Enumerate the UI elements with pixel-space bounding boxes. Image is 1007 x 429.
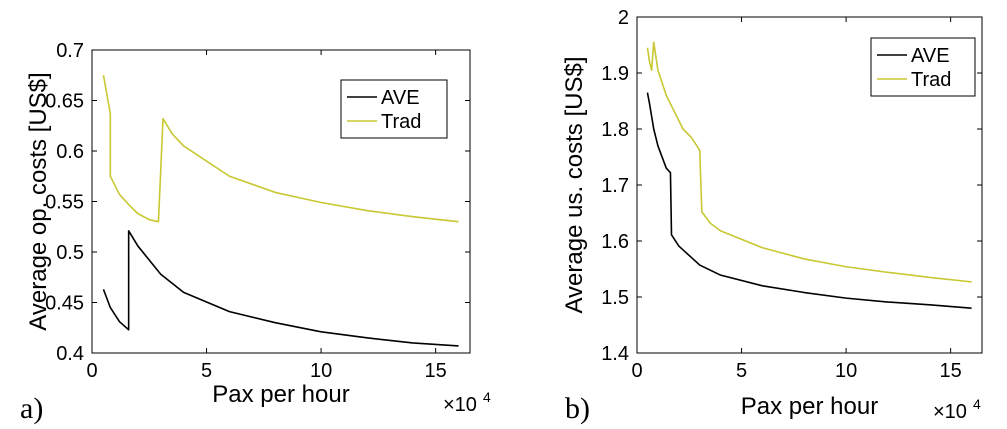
legend-box bbox=[870, 37, 976, 97]
y-tick-label: 1.5 bbox=[601, 287, 629, 309]
x-multiplier-exponent: 4 bbox=[973, 396, 981, 412]
panel-label: b) bbox=[565, 392, 590, 425]
panel-label: a) bbox=[20, 392, 43, 425]
x-tick-label: 15 bbox=[940, 360, 962, 382]
chart-panel-b: 1.4 1.5 1.6 1.7 1.8 1.9 2 0 5 10 15 Pax per hour Ave… bbox=[561, 7, 983, 425]
y-axis-label: Average us. costs [US$] bbox=[561, 56, 588, 313]
y-tick-label: 1.8 bbox=[601, 119, 629, 141]
x-tick-label: 15 bbox=[425, 360, 447, 382]
y-tick-label: 0.6 bbox=[56, 141, 84, 163]
y-axis-label: Average op. costs [US$] bbox=[25, 72, 52, 330]
x-axis-label: Pax per hour bbox=[741, 393, 878, 420]
x-multiplier-exponent: 4 bbox=[483, 389, 491, 405]
y-tick-label: 0.65 bbox=[45, 91, 84, 113]
x-multiplier: ×10 bbox=[443, 394, 477, 416]
x-tick-label: 0 bbox=[86, 360, 97, 382]
y-tick-label: 1.7 bbox=[601, 175, 629, 197]
series-line-trad bbox=[646, 41, 972, 283]
legend-box bbox=[340, 79, 448, 139]
x-axis-label: Pax per hour bbox=[212, 381, 349, 408]
x-tick-label: 5 bbox=[201, 360, 212, 382]
y-tick-label: 0.5 bbox=[56, 242, 84, 264]
y-tick-label: 1.6 bbox=[601, 231, 629, 253]
y-tick-label: 0.4 bbox=[56, 343, 84, 365]
legend-label-ave: AVE bbox=[911, 45, 950, 67]
chart-panel-a: 0.4 0.45 0.5 0.55 0.6 0.65 0.7 0 5 10 15 Pax per ho… bbox=[20, 40, 491, 425]
x-multiplier: ×10 bbox=[933, 401, 967, 423]
y-tick-label: 0.45 bbox=[45, 293, 84, 315]
y-tick-label: 0.7 bbox=[56, 40, 84, 62]
legend-label-trad: Trad bbox=[381, 111, 421, 133]
x-tick-label: 5 bbox=[736, 360, 747, 382]
series-line-ave bbox=[646, 92, 972, 309]
series-line-trad bbox=[102, 75, 459, 223]
y-tick-label: 1.9 bbox=[601, 63, 629, 85]
x-tick-label: 10 bbox=[310, 360, 332, 382]
series-line-ave bbox=[102, 229, 459, 347]
y-tick-label: 2 bbox=[618, 7, 629, 29]
x-tick-label: 0 bbox=[631, 360, 642, 382]
y-tick-label: 1.4 bbox=[601, 343, 629, 365]
legend-label-trad: Trad bbox=[911, 69, 951, 91]
legend-label-ave: AVE bbox=[381, 87, 420, 109]
y-tick-label: 0.55 bbox=[45, 192, 84, 214]
x-tick-label: 10 bbox=[835, 360, 857, 382]
